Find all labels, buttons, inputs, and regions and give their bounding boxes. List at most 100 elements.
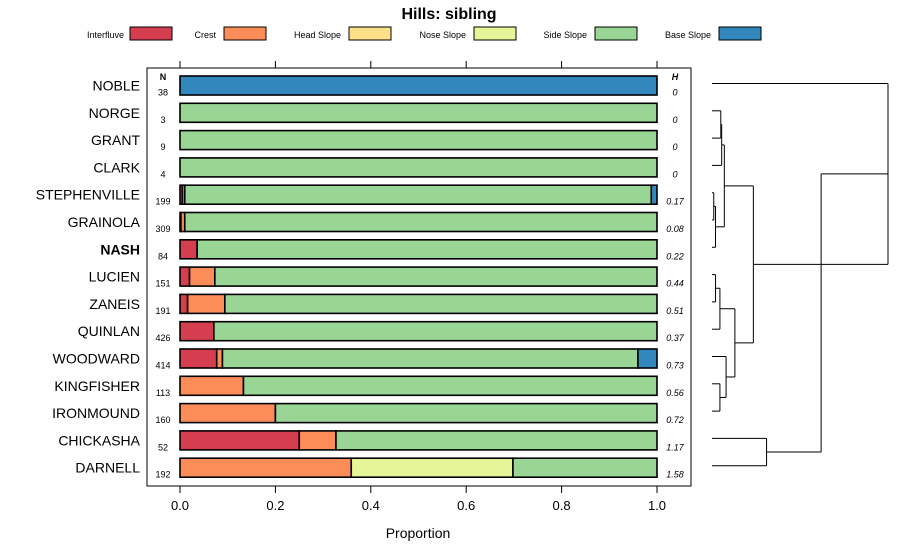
x-axis: 0.0 0.2 0.4 0.6 0.8 1.0 (171, 61, 666, 513)
n-value-nash: 84 (158, 251, 168, 261)
n-value-stephenville: 199 (155, 197, 170, 207)
h-value-stephenville: 0.17 (666, 197, 685, 207)
row-label-kingfisher: KINGFISHER (54, 378, 140, 394)
h-value-nash: 0.22 (666, 251, 684, 261)
bar-noble (179, 75, 658, 96)
legend-swatch-nose-slope (473, 26, 517, 41)
n-value-grant: 9 (160, 142, 165, 152)
legend-label-interfluve: Interfluve (87, 30, 124, 40)
segment-zaneis-crest (186, 293, 226, 315)
legend-swatch-head-slope (348, 26, 392, 41)
x-tick-label: 0.6 (457, 498, 475, 513)
h-value-lucien: 0.44 (666, 279, 684, 289)
row-label-norge: NORGE (89, 105, 140, 121)
n-value-kingfisher: 113 (156, 388, 170, 398)
h-value-quinlan: 0.37 (666, 333, 685, 343)
segment-zaneis-interfluve (179, 293, 189, 315)
h-value-kingfisher: 0.56 (666, 388, 684, 398)
row-label-ironmound: IRONMOUND (52, 405, 140, 421)
bars (179, 75, 658, 479)
bar-stephenville (179, 184, 658, 205)
segment-norge-side-slope (179, 102, 658, 124)
bar-woodward (179, 348, 658, 369)
segment-lucien-side-slope (214, 266, 658, 287)
h-value-ironmound: 0.72 (666, 415, 684, 425)
x-axis-label: Proportion (386, 525, 451, 541)
segment-lucien-interfluve (179, 266, 191, 287)
bar-ironmound (179, 402, 658, 424)
dendrogram (712, 83, 889, 467)
n-header: N (160, 72, 167, 82)
bar-zaneis (179, 293, 658, 315)
legend-label-nose-slope: Nose Slope (419, 30, 466, 40)
segment-clark-side-slope (179, 157, 658, 178)
bar-nash (179, 239, 658, 260)
bar-grant (179, 129, 658, 151)
row-label-chickasha: CHICKASHA (58, 432, 140, 448)
legend-label-head-slope: Head Slope (294, 30, 341, 40)
legend-swatch-interfluve (129, 26, 173, 41)
h-value-chickasha: 1.17 (666, 442, 685, 452)
plot-panel (146, 67, 692, 487)
row-label-grant: GRANT (91, 132, 140, 148)
segment-darnell-side-slope (512, 457, 658, 479)
segment-darnell-crest (179, 457, 353, 479)
n-value-quinlan: 426 (155, 333, 170, 343)
row-label-noble: NOBLE (93, 78, 140, 94)
x-tick-label: 0.4 (362, 498, 380, 513)
n-value-darnell: 192 (155, 470, 170, 480)
bar-darnell (179, 457, 658, 479)
h-value-zaneis: 0.51 (666, 306, 684, 316)
segment-darnell-nose-slope (350, 457, 514, 479)
segment-zaneis-side-slope (224, 293, 658, 315)
bar-clark (179, 157, 658, 178)
n-value-norge: 3 (160, 115, 165, 125)
row-label-woodward: WOODWARD (53, 351, 140, 367)
legend: Interfluve Crest Head Slope Nose Slope Side … (87, 26, 762, 41)
h-value-grainola: 0.08 (666, 224, 684, 234)
bar-grainola (179, 211, 658, 233)
n-value-woodward: 414 (155, 361, 170, 371)
n-value-zaneis: 191 (155, 306, 170, 316)
row-label-lucien: LUCIEN (89, 269, 140, 285)
legend-label-base-slope: Base Slope (665, 30, 711, 40)
bar-lucien (179, 266, 658, 287)
segment-woodward-side-slope (221, 348, 639, 369)
segment-chickasha-crest (298, 430, 337, 451)
bar-quinlan (179, 320, 658, 342)
bar-kingfisher (179, 375, 658, 397)
row-label-clark: CLARK (93, 159, 140, 175)
h-value-noble: 0 (672, 88, 677, 98)
segment-woodward-crest (215, 348, 224, 369)
legend-swatch-base-slope (718, 26, 762, 41)
segment-grainola-side-slope (183, 211, 658, 233)
row-label-grainola: GRAINOLA (68, 214, 141, 230)
x-tick-label: 1.0 (648, 498, 666, 513)
segment-chickasha-interfluve (179, 430, 301, 451)
bar-norge (179, 102, 658, 124)
n-value-lucien: 151 (155, 279, 170, 289)
row-labels: NOBLE 38 0 NORGE 3 0 GRANT 9 0 CLARK 4 0 STEPHENVILL… (36, 78, 685, 480)
segment-chickasha-side-slope (335, 430, 658, 451)
segment-nash-side-slope (196, 239, 658, 260)
row-label-stephenville: STEPHENVILLE (36, 187, 140, 203)
chart-title: Hills: sibling (401, 6, 496, 23)
legend-swatch-side-slope (594, 26, 638, 41)
h-value-woodward: 0.73 (666, 361, 684, 371)
segment-grant-side-slope (179, 129, 658, 151)
legend-label-side-slope: Side Slope (543, 30, 587, 40)
segment-ironmound-side-slope (274, 402, 658, 424)
h-value-clark: 0 (672, 169, 677, 179)
row-label-nash: NASH (100, 241, 140, 257)
segment-quinlan-interfluve (179, 320, 215, 342)
h-header: H (672, 72, 679, 82)
h-value-grant: 0 (672, 142, 677, 152)
segment-kingfisher-side-slope (242, 375, 658, 397)
segment-woodward-base-slope (637, 348, 658, 369)
row-label-quinlan: QUINLAN (78, 323, 140, 339)
n-value-ironmound: 160 (155, 415, 170, 425)
x-tick-label: 0.8 (553, 498, 571, 513)
segment-kingfisher-crest (179, 375, 245, 397)
bar-chickasha (179, 430, 658, 451)
